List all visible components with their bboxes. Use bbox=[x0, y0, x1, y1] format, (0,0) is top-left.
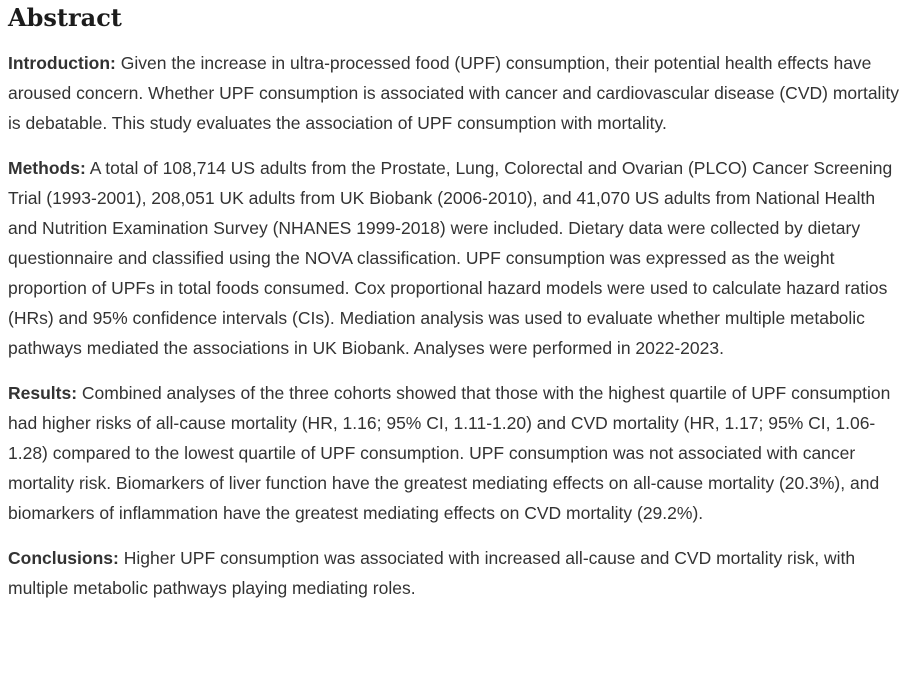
abstract-paragraph-results: Results: Combined analyses of the three … bbox=[8, 378, 899, 528]
section-text-introduction: Given the increase in ultra-processed fo… bbox=[8, 53, 899, 133]
section-text-methods: A total of 108,714 US adults from the Pr… bbox=[8, 158, 893, 358]
abstract-heading: Abstract bbox=[8, 3, 122, 32]
section-label-methods: Methods: bbox=[8, 158, 86, 178]
abstract-paragraph-conclusions: Conclusions: Higher UPF consumption was … bbox=[8, 543, 899, 603]
section-text-results: Combined analyses of the three cohorts s… bbox=[8, 383, 891, 523]
abstract-paragraph-methods: Methods: A total of 108,714 US adults fr… bbox=[8, 153, 899, 363]
abstract-paragraph-introduction: Introduction: Given the increase in ultr… bbox=[8, 48, 899, 138]
section-label-conclusions: Conclusions: bbox=[8, 548, 119, 568]
section-label-introduction: Introduction: bbox=[8, 53, 116, 73]
section-text-conclusions: Higher UPF consumption was associated wi… bbox=[8, 548, 856, 598]
section-label-results: Results: bbox=[8, 383, 78, 403]
